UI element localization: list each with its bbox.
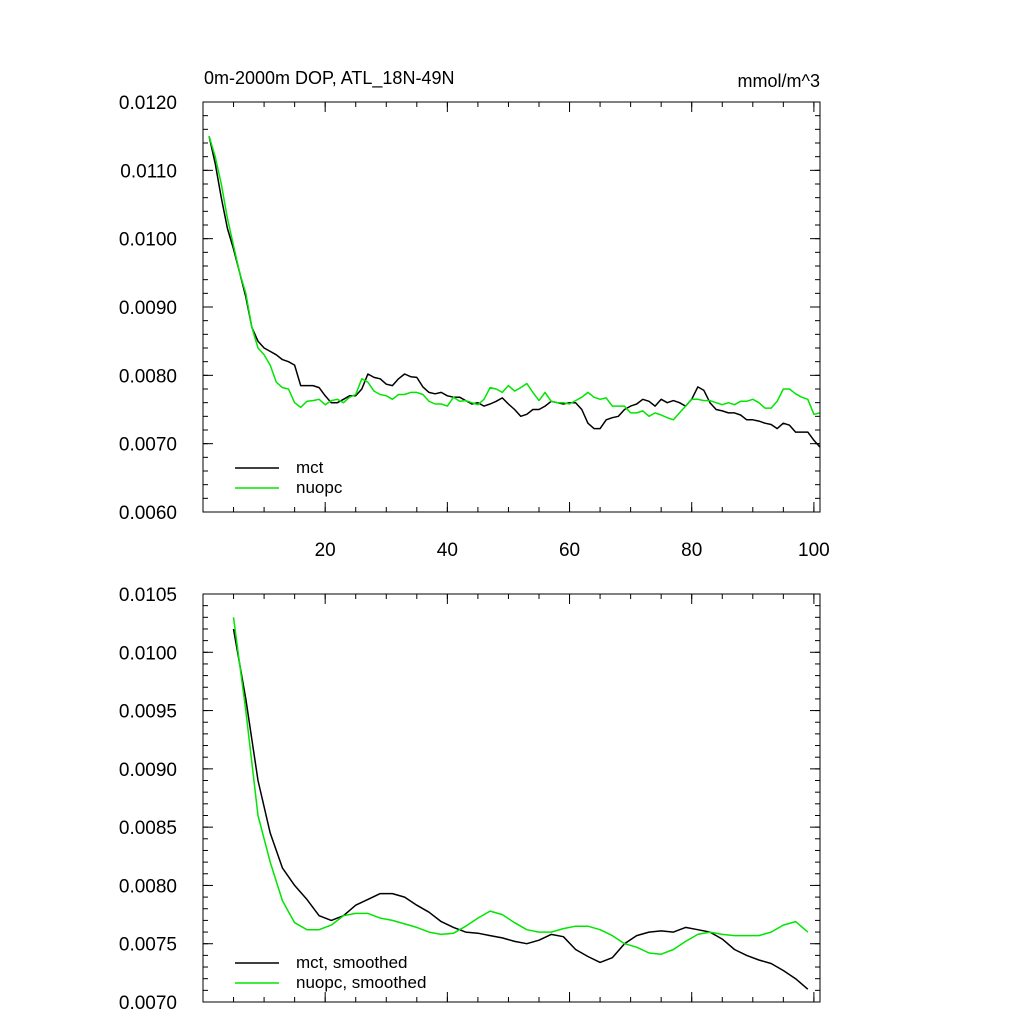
bottom-panel: 0.0070 0.0075 0.0080 0.0085 0.0090 0.0095 0.01… <box>119 585 821 1014</box>
y-tick-label: 0.0090 <box>119 298 177 319</box>
x-tick-label: 80 <box>681 540 702 561</box>
x-tick-label: 20 <box>315 540 336 561</box>
series-line-nuopc <box>208 135 821 421</box>
bottom-panel-frame <box>202 593 821 1003</box>
top-panel-ticks: 0.0060 0.0070 0.0080 0.0090 0.0100 0.0110 0.01… <box>119 93 830 561</box>
top-panel: 0m-2000m DOP, ATL_18N-49N mmol/m^3 0.006… <box>119 68 830 561</box>
y-tick-label: 0.0060 <box>119 503 177 524</box>
y-tick-label: 0.0080 <box>119 366 177 387</box>
x-tick-label: 40 <box>437 540 458 561</box>
y-tick-label: 0.0070 <box>119 993 177 1014</box>
y-tick-label: 0.0070 <box>119 435 177 456</box>
x-tick-label: 100 <box>798 540 830 561</box>
series-line-mct <box>208 136 821 448</box>
top-panel-series <box>208 135 821 448</box>
legend-label: nuopc, smoothed <box>296 973 426 992</box>
y-tick-label: 0.0100 <box>119 643 177 664</box>
y-tick-label: 0.0110 <box>120 161 177 182</box>
y-tick-label: 0.0085 <box>119 818 177 839</box>
y-tick-label: 0.0090 <box>119 760 177 781</box>
y-tick-label: 0.0120 <box>119 93 177 114</box>
series-line-nuopc-smoothed <box>232 617 809 955</box>
y-tick-label: 0.0100 <box>119 230 177 251</box>
legend-label: mct <box>296 458 324 477</box>
y-tick-label: 0.0075 <box>119 935 177 956</box>
y-tick-label: 0.0095 <box>119 702 177 723</box>
y-tick-label: 0.0105 <box>119 585 177 606</box>
bottom-panel-ticks: 0.0070 0.0075 0.0080 0.0085 0.0090 0.0095 0.01… <box>119 585 820 1014</box>
top-panel-units: mmol/m^3 <box>738 71 820 91</box>
top-panel-frame <box>202 101 821 513</box>
y-tick-label: 0.0080 <box>119 876 177 897</box>
legend-label: mct, smoothed <box>296 953 408 972</box>
legend-label: nuopc <box>296 478 343 497</box>
x-tick-label: 60 <box>559 540 580 561</box>
top-panel-title: 0m-2000m DOP, ATL_18N-49N <box>204 68 454 89</box>
series-line-mct-smoothed <box>232 628 809 990</box>
bottom-panel-series <box>232 617 809 990</box>
